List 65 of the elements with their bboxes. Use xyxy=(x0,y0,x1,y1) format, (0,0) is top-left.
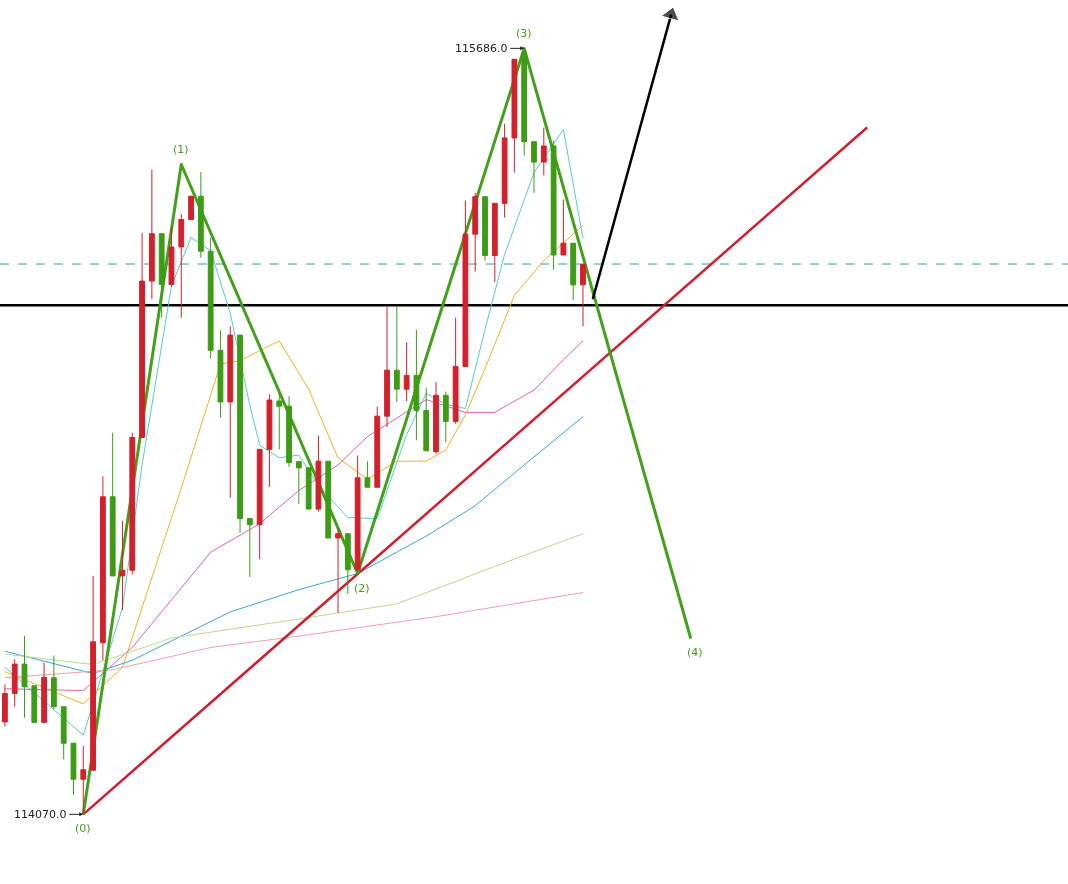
annotation: (2) xyxy=(354,582,370,595)
candlestick xyxy=(540,127,547,176)
candlestick xyxy=(335,528,341,614)
candlestick xyxy=(325,460,332,539)
candlestick xyxy=(570,242,577,301)
candlestick xyxy=(295,461,302,505)
candlestick xyxy=(188,195,194,220)
candlestick xyxy=(207,237,214,360)
candlestick xyxy=(217,329,224,419)
candlestick xyxy=(256,448,263,560)
annotation: (0) xyxy=(75,822,91,835)
annotation: 114070.0 xyxy=(14,808,67,821)
annotation: 115686.0 xyxy=(455,42,508,55)
candlestick xyxy=(60,706,67,760)
candlestick xyxy=(227,325,234,499)
candlestick xyxy=(531,141,537,194)
candlestick xyxy=(178,213,185,319)
candlestick xyxy=(158,233,165,319)
candlestick xyxy=(560,199,567,256)
candlestick xyxy=(139,232,145,438)
candlestick xyxy=(344,533,351,595)
candlestick xyxy=(501,123,508,219)
candlestick xyxy=(550,140,557,271)
candlestick xyxy=(197,171,204,259)
candlestick xyxy=(384,306,390,428)
candlestick xyxy=(266,393,273,488)
candlestick xyxy=(246,518,253,578)
candlestick xyxy=(276,392,283,450)
candlestick xyxy=(354,455,361,571)
candlestick xyxy=(305,467,312,510)
candlestick xyxy=(31,685,38,723)
candlestick xyxy=(403,341,410,402)
candlestick xyxy=(286,395,292,468)
candlestick xyxy=(11,658,18,708)
candlestick xyxy=(472,192,479,273)
candlestick xyxy=(482,196,488,262)
candlestick xyxy=(237,334,243,534)
candlestick xyxy=(452,317,459,425)
candlestick xyxy=(580,263,586,327)
candlestick xyxy=(433,381,439,455)
candlestick xyxy=(2,683,8,728)
annotation: (3) xyxy=(516,27,532,40)
candlestick xyxy=(90,575,96,771)
candlestick xyxy=(148,169,155,300)
candlestick xyxy=(99,475,106,661)
annotation: (4) xyxy=(687,646,703,659)
candlestick xyxy=(41,662,47,723)
candlestick xyxy=(374,406,381,488)
candlestick xyxy=(70,742,77,796)
candlestick xyxy=(491,202,498,283)
candlestick xyxy=(21,635,28,719)
candlestick xyxy=(511,58,518,174)
candlestick xyxy=(393,306,400,403)
candlestick xyxy=(50,655,57,710)
candlestick xyxy=(413,329,420,441)
candlestick xyxy=(364,460,371,488)
candlestick xyxy=(168,226,175,288)
candlestick xyxy=(462,200,469,367)
annotation: (1) xyxy=(173,143,189,156)
candlestick xyxy=(423,387,430,452)
candlestick xyxy=(442,391,449,443)
candlestick xyxy=(129,432,136,575)
candlestick xyxy=(109,432,116,577)
candlestick xyxy=(119,520,126,611)
candlestick xyxy=(315,435,322,512)
